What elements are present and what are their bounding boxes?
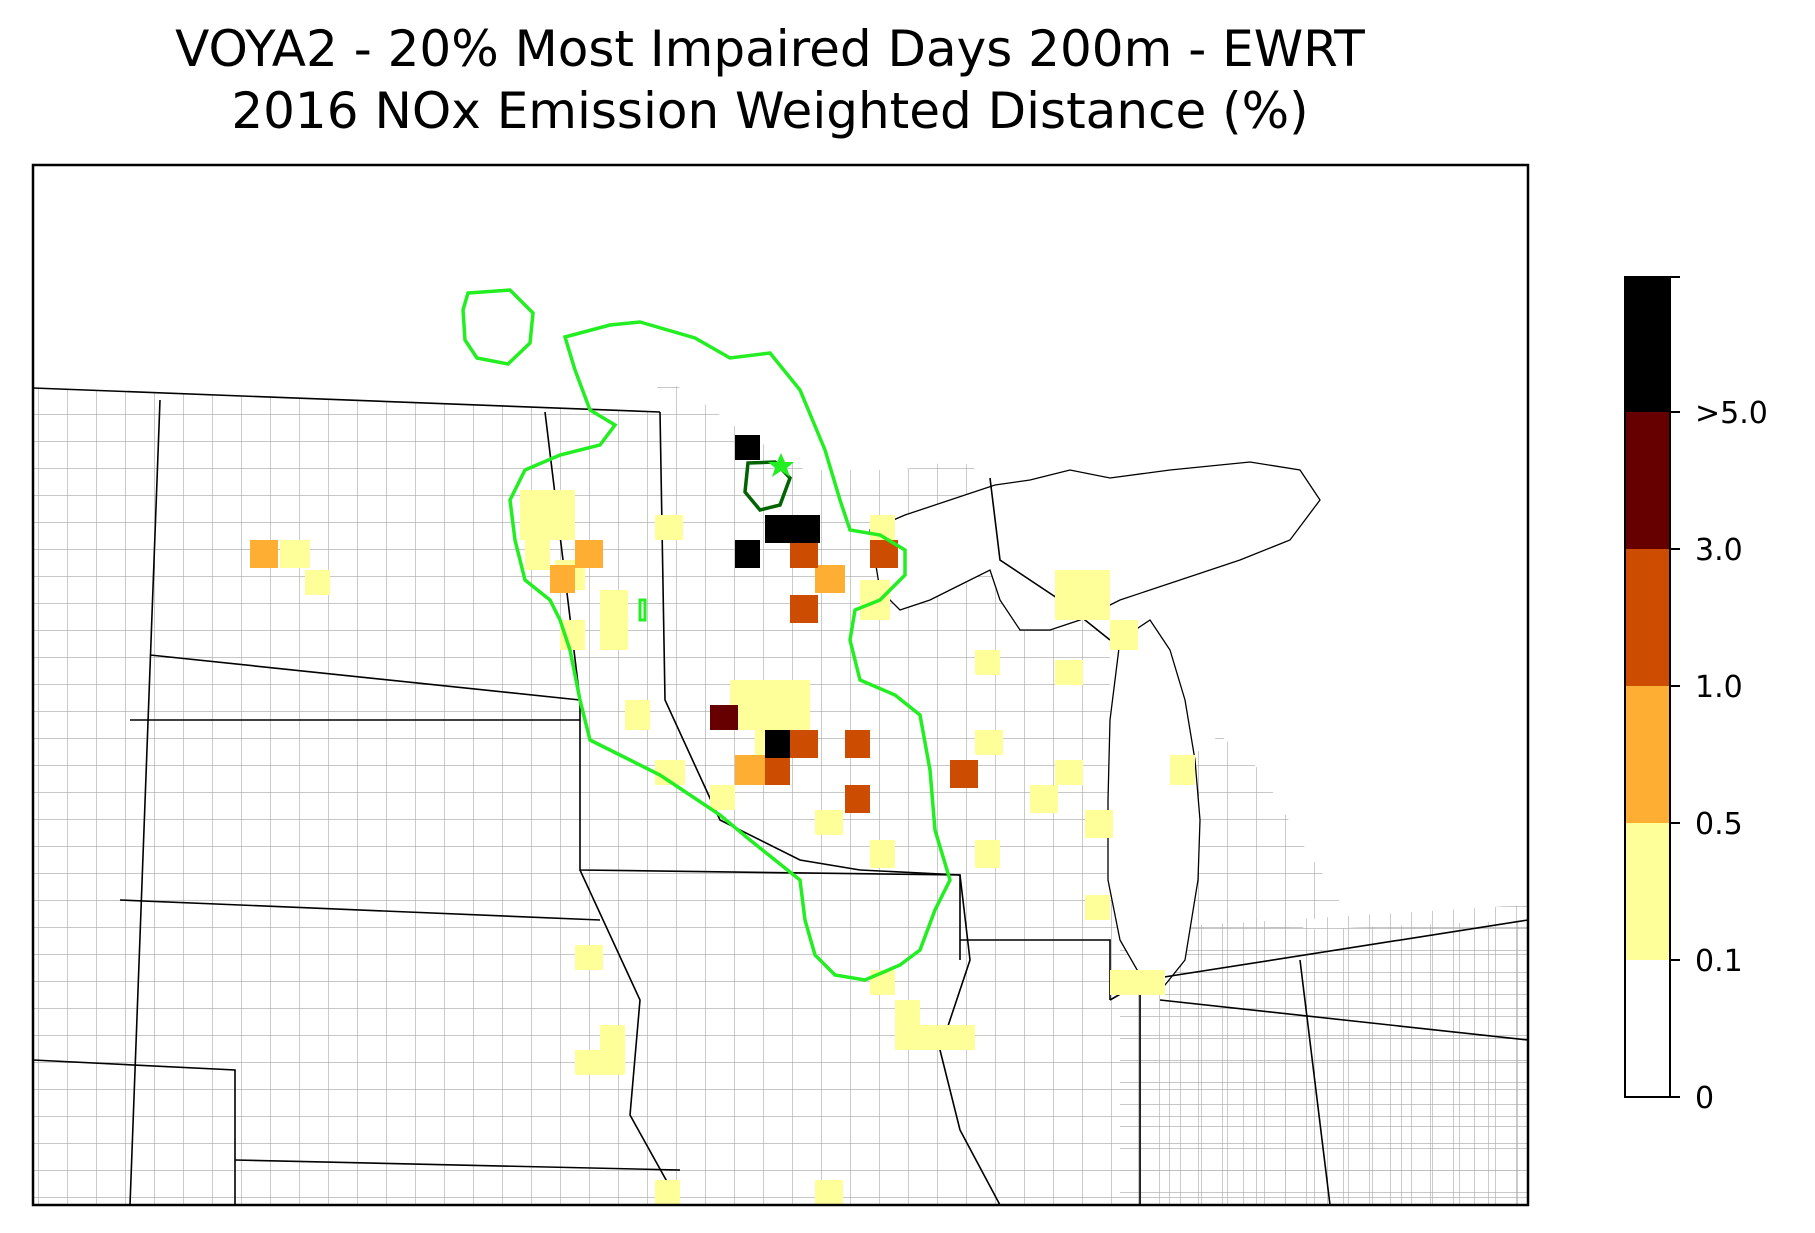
colorbar-band-2: [1625, 686, 1670, 823]
colorbar-tick-label: 0: [1695, 1081, 1714, 1116]
contour-lines: [461, 288, 952, 982]
outer-contour-main: [508, 320, 952, 982]
map-title-line2: 2016 NOx Emission Weighted Distance (%): [231, 82, 1309, 140]
map-frame: [31, 163, 1530, 1207]
colorbar-tick-label: 1.0: [1695, 670, 1743, 705]
map-title-line1: VOYA2 - 20% Most Impaired Days 200m - EW…: [175, 20, 1365, 78]
colorbar-band-1: [1625, 823, 1670, 960]
colorbar: 0 0.1 0.5 1.0 3.0 >5.0: [1624, 276, 1768, 1116]
colorbar-tick-label: 0.5: [1695, 807, 1743, 842]
outer-contour-small: [638, 598, 647, 622]
colorbar-band-3: [1625, 549, 1670, 686]
receptor-star-icon: [768, 453, 794, 477]
outer-contour-island: [461, 288, 535, 366]
colorbar-band-4: [1625, 412, 1670, 549]
colorbar-tick-label: 3.0: [1695, 533, 1743, 568]
colorbar-band-5: [1625, 277, 1670, 412]
colorbar-tick-label: >5.0: [1695, 396, 1768, 431]
colorbar-tick-label: 0.1: [1695, 944, 1743, 979]
colorbar-band-0: [1625, 960, 1670, 1097]
emission-cells: [250, 435, 1195, 1205]
map-area: [33, 288, 1528, 1205]
